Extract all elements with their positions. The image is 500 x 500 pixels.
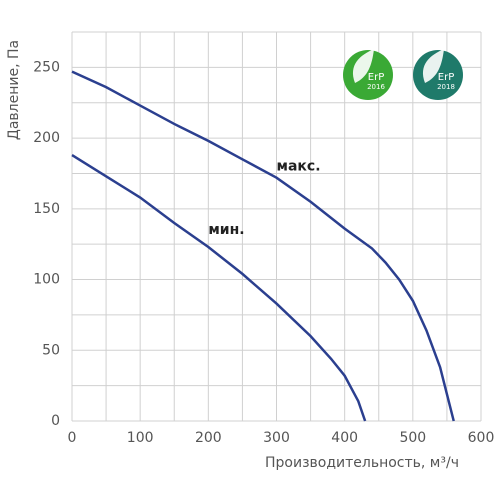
badge-year: 2018 xyxy=(437,83,455,91)
x-axis-label: Производительность, м³/ч xyxy=(265,455,459,471)
badge-label: ErP xyxy=(438,72,454,83)
badge-year: 2016 xyxy=(367,83,385,91)
badge-circle xyxy=(413,50,463,100)
badge-leaf xyxy=(422,49,444,83)
x-tick-label: 400 xyxy=(331,430,358,446)
curve-label: мин. xyxy=(208,222,244,238)
y-tick-label: 250 xyxy=(33,59,60,75)
badge-circle xyxy=(343,50,393,100)
badge-label: ErP xyxy=(368,72,384,83)
curve xyxy=(71,154,367,422)
x-tick-label: 600 xyxy=(468,430,495,446)
y-tick-label: 150 xyxy=(33,201,60,217)
y-tick-label: 100 xyxy=(33,272,60,288)
y-tick-label: 50 xyxy=(42,342,60,358)
curve xyxy=(71,70,455,422)
x-tick-label: 100 xyxy=(127,430,154,446)
y-tick-label: 200 xyxy=(33,130,60,146)
badge-leaf xyxy=(352,49,374,83)
x-tick-label: 500 xyxy=(399,430,426,446)
y-tick-label: 0 xyxy=(51,413,60,429)
x-tick-label: 0 xyxy=(68,430,77,446)
x-tick-label: 200 xyxy=(195,430,222,446)
x-tick-label: 300 xyxy=(263,430,290,446)
curve-label: макс. xyxy=(277,158,321,174)
y-axis-label: Давление, Па xyxy=(6,40,22,140)
